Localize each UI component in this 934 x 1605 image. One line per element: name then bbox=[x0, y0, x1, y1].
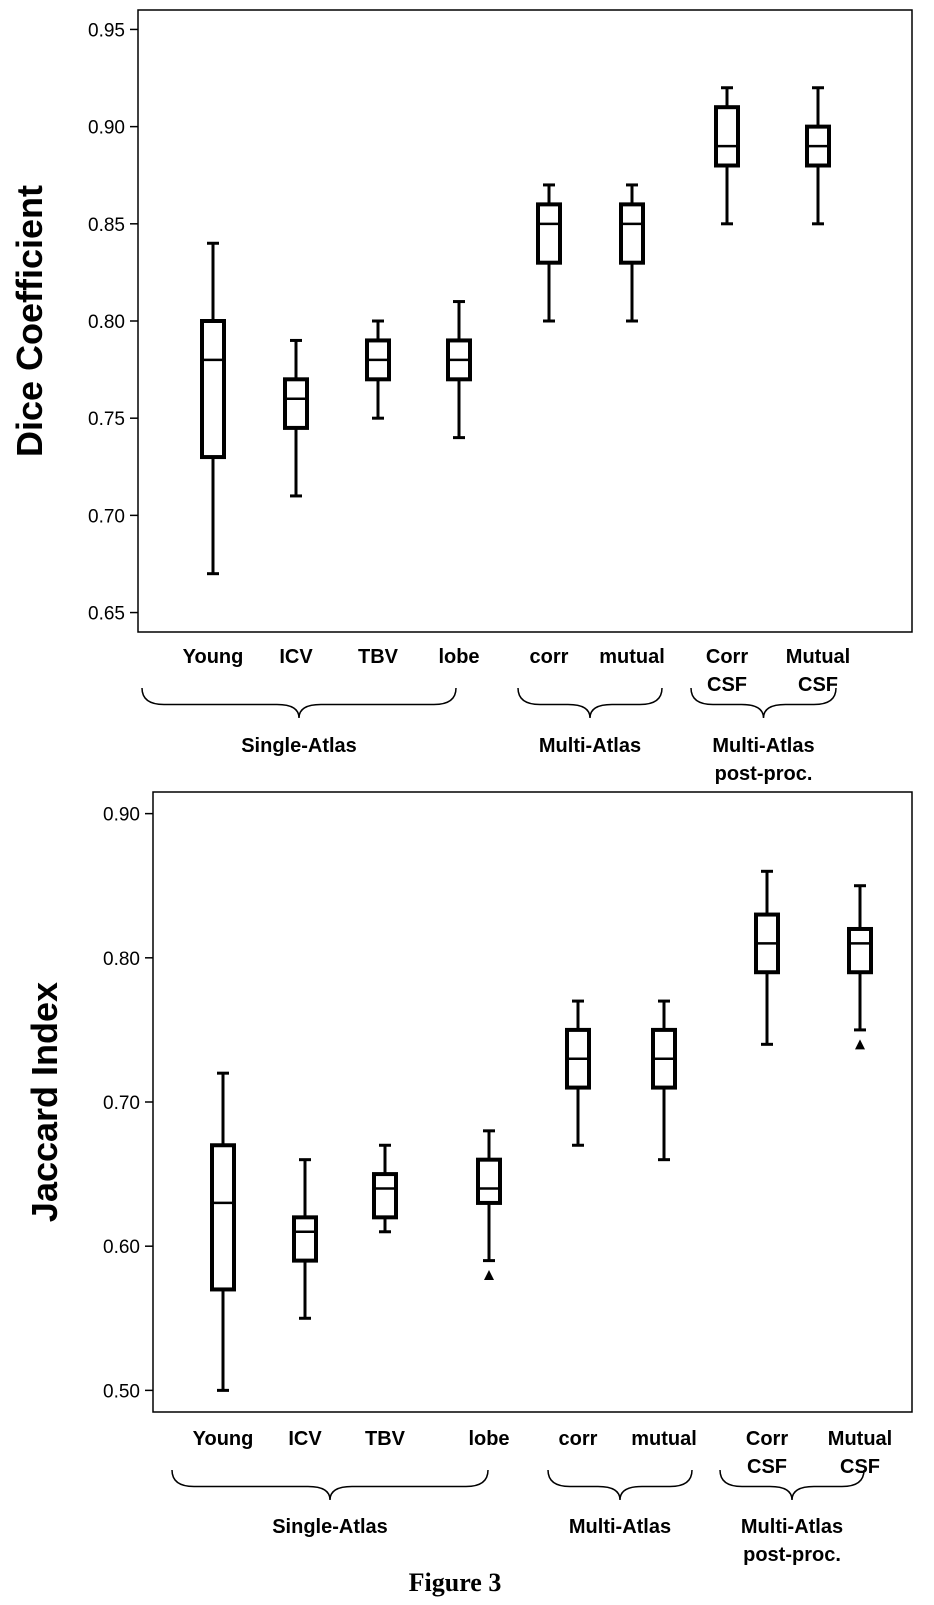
category-label: corr bbox=[530, 646, 569, 668]
y-tick-label: 0.95 bbox=[88, 20, 125, 41]
iqr-box bbox=[210, 1143, 236, 1292]
y-tick-label: 0.80 bbox=[103, 949, 140, 970]
category-label: Corr bbox=[706, 646, 748, 668]
box-plot bbox=[292, 1158, 318, 1320]
category-label: lobe bbox=[468, 1428, 509, 1450]
group-brace bbox=[141, 687, 457, 719]
y-tick-label: 0.80 bbox=[88, 312, 125, 333]
group-brace bbox=[517, 687, 663, 719]
category-label: ICV bbox=[279, 646, 313, 668]
y-tick-label: 0.65 bbox=[88, 604, 125, 625]
category-label: CSF bbox=[840, 1456, 880, 1478]
group-label: post-proc. bbox=[715, 763, 813, 785]
figure-caption: Figure 3 bbox=[409, 1568, 502, 1597]
iqr-box bbox=[714, 105, 740, 168]
category-label: Mutual bbox=[828, 1428, 892, 1450]
iqr-box bbox=[536, 202, 562, 265]
category-label: Corr bbox=[746, 1428, 788, 1450]
y-tick-label: 0.90 bbox=[88, 118, 125, 139]
group-label: Multi-Atlas bbox=[741, 1516, 843, 1538]
y-tick-label: 0.50 bbox=[103, 1381, 140, 1402]
jaccard-chart: 0.50 0.60 0.70 0.80 0.90 Jaccard Index Young IC… bbox=[24, 791, 913, 1566]
box-plot bbox=[714, 86, 740, 226]
group-label: Multi-Atlas bbox=[569, 1516, 671, 1538]
iqr-box bbox=[847, 926, 873, 975]
y-tick-label: 0.85 bbox=[88, 215, 125, 236]
box-plot bbox=[283, 338, 309, 498]
category-label: ICV bbox=[288, 1428, 322, 1450]
y-axis-label: Jaccard Index bbox=[24, 982, 65, 1222]
group-brace bbox=[547, 1469, 693, 1501]
category-label: Young bbox=[193, 1428, 254, 1450]
group-label: Single-Atlas bbox=[272, 1516, 388, 1538]
box-plot bbox=[210, 1071, 236, 1392]
group-brace bbox=[171, 1469, 489, 1501]
iqr-box bbox=[292, 1215, 318, 1263]
category-label: TBV bbox=[365, 1428, 406, 1450]
iqr-box bbox=[200, 319, 226, 460]
category-label: corr bbox=[559, 1428, 598, 1450]
group-label: Single-Atlas bbox=[241, 735, 357, 757]
outlier-marker bbox=[484, 1270, 494, 1281]
group-label: Multi-Atlas bbox=[712, 735, 814, 757]
box-plot bbox=[372, 1143, 398, 1234]
box-plot bbox=[565, 999, 591, 1147]
iqr-box bbox=[372, 1172, 398, 1220]
category-label: CSF bbox=[798, 674, 838, 696]
y-tick-label: 0.75 bbox=[88, 409, 125, 430]
category-label: Young bbox=[183, 646, 244, 668]
outlier-marker bbox=[855, 1039, 865, 1050]
iqr-box bbox=[619, 202, 645, 265]
box-plot bbox=[847, 884, 873, 1050]
category-label: lobe bbox=[438, 646, 479, 668]
box-plot bbox=[476, 1129, 502, 1281]
box-plot bbox=[619, 183, 645, 323]
y-tick-label: 0.70 bbox=[103, 1093, 140, 1114]
category-label: TBV bbox=[358, 646, 399, 668]
iqr-box bbox=[476, 1157, 502, 1205]
y-axis-label: Dice Coefficient bbox=[9, 185, 50, 457]
category-label: CSF bbox=[707, 674, 747, 696]
group-brace bbox=[690, 687, 837, 719]
group-label: post-proc. bbox=[743, 1544, 841, 1566]
box-plot bbox=[365, 319, 391, 420]
y-tick-label: 0.60 bbox=[103, 1237, 140, 1258]
group-brace bbox=[719, 1469, 865, 1501]
box-plot bbox=[651, 999, 677, 1162]
category-label: mutual bbox=[599, 646, 665, 668]
box-plot bbox=[754, 869, 780, 1046]
y-tick-label: 0.70 bbox=[88, 506, 125, 527]
box-plot bbox=[805, 86, 831, 226]
group-label: Multi-Atlas bbox=[539, 735, 641, 757]
iqr-box bbox=[283, 377, 309, 430]
category-label: mutual bbox=[631, 1428, 697, 1450]
y-tick-label: 0.90 bbox=[103, 805, 140, 826]
dice-chart: 0.65 0.70 0.75 0.80 0.85 0.90 0.95 Dice Coeffic… bbox=[9, 9, 913, 785]
box-plot bbox=[536, 183, 562, 323]
category-label: Mutual bbox=[786, 646, 850, 668]
category-label: CSF bbox=[747, 1456, 787, 1478]
box-plot bbox=[200, 241, 226, 576]
box-plot bbox=[446, 300, 472, 440]
